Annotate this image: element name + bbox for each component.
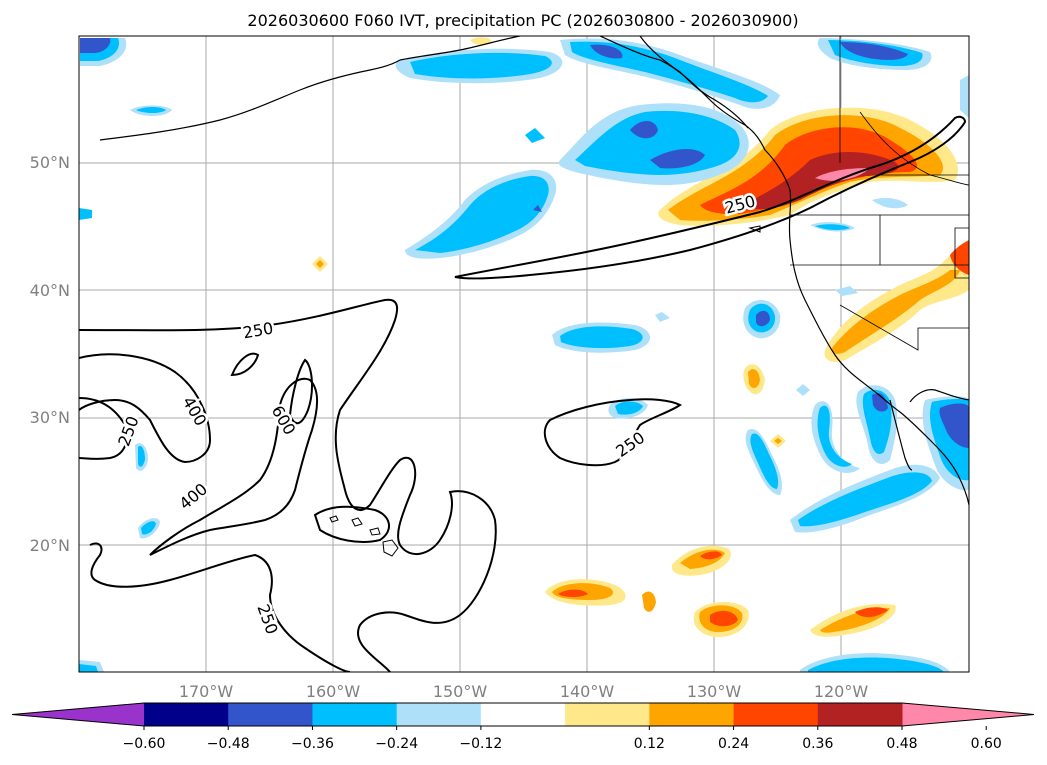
- colorbar-tick-label: −0.36: [291, 736, 334, 752]
- coastlines-and-borders: [99, 36, 969, 506]
- lat-label: 40°N: [30, 281, 70, 300]
- colorbar-tick-label: 0.60: [971, 736, 1002, 752]
- colorbar-segment: [396, 703, 482, 726]
- colorbar-segment: [480, 703, 566, 726]
- ivt-contours: [79, 115, 967, 672]
- colorbar-extend-low: [12, 703, 144, 726]
- colorbar-segment: [565, 703, 650, 726]
- colorbar-segment: [312, 703, 398, 726]
- colorbar-tick-label: −0.24: [375, 736, 418, 752]
- colorbar-extend-high: [902, 703, 1034, 726]
- north-america-coastline: [599, 36, 969, 506]
- colorbar-segment: [144, 703, 229, 726]
- colorbar-segment: [228, 703, 313, 726]
- colorbar-segment: [817, 703, 903, 726]
- longitude-labels: 170°W 160°W 150°W 140°W 130°W 120°W: [179, 682, 869, 701]
- lon-label: 150°W: [433, 682, 488, 701]
- lat-label: 30°N: [30, 408, 70, 427]
- alaska-coastline: [399, 36, 521, 61]
- lat-label: 50°N: [30, 153, 70, 172]
- colorbar-segment: [649, 703, 735, 726]
- colorbar-tick-label: 0.12: [634, 736, 665, 752]
- colorbar: −0.60 −0.48 −0.36 −0.24 −0.12 0.12 0.24 0.36 0.4…: [11, 702, 1035, 752]
- colorbar-tick-label: 0.48: [886, 736, 917, 752]
- colorbar-tick-label: −0.12: [459, 736, 502, 752]
- islands: [329, 225, 761, 557]
- lon-label: 140°W: [560, 682, 615, 701]
- precipitation-shading: [79, 37, 969, 672]
- colorbar-tick-label: −0.60: [123, 736, 166, 752]
- lon-label: 170°W: [179, 682, 234, 701]
- map-frame: [78, 35, 970, 673]
- colorbar-tick-label: −0.48: [207, 736, 250, 752]
- colorbar-tick-label: 0.36: [802, 736, 833, 752]
- latitude-labels: 50°N 40°N 30°N 20°N: [30, 153, 70, 555]
- lat-label: 20°N: [30, 536, 70, 555]
- colorbar-tick-label: 0.24: [718, 736, 749, 752]
- lon-label: 130°W: [687, 682, 742, 701]
- colorbar-segment: [733, 703, 819, 726]
- map-title: 2026030600 F060 IVT, precipitation PC (2…: [247, 11, 798, 30]
- lon-label: 120°W: [814, 682, 869, 701]
- lon-label: 160°W: [306, 682, 361, 701]
